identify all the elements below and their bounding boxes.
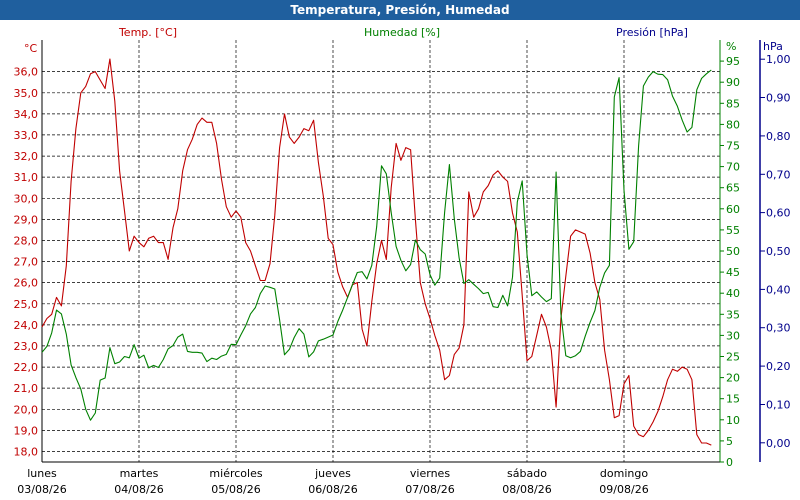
x-tick-date: 07/08/26 — [405, 483, 454, 496]
hum-tick-label: 75 — [726, 140, 740, 153]
hum-tick-label: 95 — [726, 55, 740, 68]
pres-tick-label: 0,40 — [766, 283, 791, 296]
temp-tick-label: 27,0 — [14, 256, 39, 269]
hum-tick-label: 65 — [726, 182, 740, 195]
temp-tick-label: 19,0 — [14, 424, 39, 437]
temp-tick-label: 23,0 — [14, 340, 39, 353]
series-label-temp: Temp. [°C] — [118, 26, 177, 39]
series-label-hum: Humedad [%] — [364, 26, 440, 39]
pres-tick-label: 0,20 — [766, 360, 791, 373]
chart-title: Temperatura, Presión, Humedad — [0, 0, 800, 20]
humidity-line — [41, 69, 712, 421]
temp-tick-label: 35,0 — [14, 87, 39, 100]
temp-tick-label: 28,0 — [14, 234, 39, 247]
x-tick-date: 03/08/26 — [17, 483, 66, 496]
temperature-line — [41, 58, 712, 446]
hum-unit-label: % — [726, 40, 736, 53]
x-tick-date: 09/08/26 — [599, 483, 648, 496]
temp-tick-label: 29,0 — [14, 213, 39, 226]
temp-tick-label: 26,0 — [14, 277, 39, 290]
series-lines — [41, 58, 712, 446]
hum-tick-label: 80 — [726, 118, 740, 131]
axes-frame — [41, 40, 765, 463]
hum-tick-label: 10 — [726, 414, 740, 427]
temp-tick-label: 20,0 — [14, 403, 39, 416]
hum-tick-label: 60 — [726, 203, 740, 216]
x-tick-day: viernes — [410, 467, 450, 480]
temp-tick-label: 32,0 — [14, 150, 39, 163]
x-tick-day: miércoles — [209, 467, 262, 480]
weather-chart: 18,0 19,0 20,0 21,0 22,0 23,0 24,0 25,0 26,0 27,0… — [0, 20, 800, 500]
pres-unit-label: hPa — [763, 40, 783, 53]
grid — [42, 40, 720, 462]
hum-tick-label: 90 — [726, 76, 740, 89]
series-label-pres: Presión [hPa] — [616, 26, 688, 39]
hum-tick-label: 55 — [726, 224, 740, 237]
hum-tick-label: 35 — [726, 308, 740, 321]
x-tick-labels: lunes 03/08/26 martes 04/08/26 miércoles 05/0… — [17, 467, 648, 496]
pres-tick-label: 0,90 — [766, 92, 791, 105]
x-tick-date: 04/08/26 — [114, 483, 163, 496]
x-tick-day: domingo — [600, 467, 648, 480]
temp-tick-label: 24,0 — [14, 319, 39, 332]
hum-tick-label: 5 — [726, 435, 733, 448]
x-tick-day: lunes — [27, 467, 57, 480]
temp-tick-label: 30,0 — [14, 192, 39, 205]
chart-background — [0, 20, 800, 500]
temp-tick-label: 31,0 — [14, 171, 39, 184]
temp-tick-label: 21,0 — [14, 382, 39, 395]
hum-tick-label: 85 — [726, 97, 740, 110]
pres-tick-label: 0,50 — [766, 245, 791, 258]
x-tick-date: 08/08/26 — [502, 483, 551, 496]
hum-tick-label: 50 — [726, 245, 740, 258]
hum-tick-label: 15 — [726, 393, 740, 406]
temp-tick-label: 33,0 — [14, 129, 39, 142]
pres-tick-label: 0,30 — [766, 322, 791, 335]
temp-tick-label: 34,0 — [14, 108, 39, 121]
x-tick-day: martes — [120, 467, 159, 480]
hum-tick-label: 20 — [726, 372, 740, 385]
pres-tick-label: 0,10 — [766, 399, 791, 412]
hum-tick-label: 0 — [726, 456, 733, 469]
temp-tick-label: 22,0 — [14, 361, 39, 374]
temp-tick-label: 36,0 — [14, 66, 39, 79]
hum-tick-label: 45 — [726, 266, 740, 279]
y-tick-labels: 18,0 19,0 20,0 21,0 22,0 23,0 24,0 25,0 26,0 27,0… — [14, 53, 791, 469]
x-tick-day: jueves — [314, 467, 351, 480]
x-tick-day: sábado — [507, 467, 547, 480]
hum-tick-label: 25 — [726, 351, 740, 364]
hum-tick-label: 30 — [726, 329, 740, 342]
temp-tick-label: 25,0 — [14, 298, 39, 311]
pres-tick-label: 1,00 — [766, 53, 791, 66]
hum-tick-label: 70 — [726, 161, 740, 174]
pres-tick-label: 0,60 — [766, 207, 791, 220]
x-tick-date: 05/08/26 — [211, 483, 260, 496]
pres-tick-label: 0,00 — [766, 437, 791, 450]
hum-tick-label: 40 — [726, 287, 740, 300]
pres-tick-label: 0,80 — [766, 130, 791, 143]
x-tick-date: 06/08/26 — [308, 483, 357, 496]
temp-unit-label: °C — [24, 42, 38, 55]
temp-tick-label: 18,0 — [14, 445, 39, 458]
pres-tick-label: 0,70 — [766, 168, 791, 181]
